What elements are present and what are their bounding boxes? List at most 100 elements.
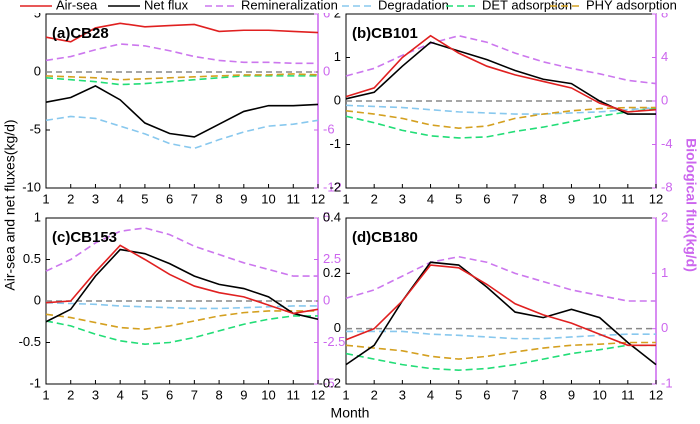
x-tick-label: 10 [592,191,606,206]
y-tick-label: -0.5 [19,334,41,349]
y2-axis-label: Biological flux(kg/d) [683,138,699,272]
y-tick-label: 0 [334,92,341,107]
x-tick-label: 3 [92,387,99,402]
y-tick-label: 0.4 [323,209,341,224]
series-line [45,227,318,277]
legend-label: PHY adsorption [586,0,677,12]
x-tick-label: 7 [191,191,198,206]
y-axis-label: Air-sea and net fluxes(kg/d) [2,119,18,290]
x-tick-label: 1 [342,191,349,206]
y2-tick-label: -2.5 [323,334,345,349]
x-tick-label: 6 [166,387,173,402]
y-tick-label: -1 [29,375,41,390]
y-tick-label: -5 [29,121,41,136]
panel-title: (a)CB28 [52,25,109,42]
series-line [45,75,318,86]
series-line [45,85,319,138]
y2-tick-label: 2.5 [323,251,341,266]
x-tick-label: 8 [215,387,222,402]
x-tick-label: 10 [592,387,606,402]
series-line [45,115,319,150]
x-tick-label: 8 [540,387,547,402]
x-tick-label: 1 [42,387,49,402]
panel-title: (b)CB101 [352,25,418,42]
x-tick-label: 3 [92,191,99,206]
x-tick-label: 8 [215,191,222,206]
y-tick-label: 0.5 [23,251,41,266]
x-tick-label: 10 [261,387,275,402]
y2-tick-label: -8 [661,179,673,194]
y-tick-label: -10 [22,179,41,194]
y-tick-label: 0 [34,292,41,307]
x-tick-label: 2 [67,387,74,402]
y2-tick-label: -4 [661,136,673,151]
series-line [45,310,318,331]
series-line [345,264,656,347]
y-tick-label: 0 [334,320,341,335]
series-line [346,330,656,340]
y2-tick-label: 1 [661,265,668,280]
x-tick-label: 9 [240,387,247,402]
x-tick-label: 7 [511,191,518,206]
y2-tick-label: 0 [323,63,330,78]
x-tick-label: 8 [540,191,547,206]
x-tick-label: 12 [311,387,325,402]
series-line [345,34,657,85]
y2-tick-label: -5 [323,375,335,390]
y2-tick-label: 0 [661,320,668,335]
y-tick-label: 0 [34,63,41,78]
x-tick-label: 12 [649,191,663,206]
x-tick-label: 9 [568,387,575,402]
x-tick-label: 6 [483,191,490,206]
y-tick-label: 0.2 [323,265,341,280]
y2-tick-label: 2 [661,209,668,224]
y2-tick-label: -12 [323,179,342,194]
series-line [345,341,656,360]
x-tick-label: 5 [455,387,462,402]
y2-tick-label: -6 [323,121,335,136]
series-line [45,43,318,65]
x-tick-label: 4 [117,387,124,402]
y2-tick-label: 0 [323,292,330,307]
panel-title: (c)CB153 [52,229,117,246]
series-line [345,255,656,302]
series-line [345,34,657,113]
series-line [45,73,319,81]
x-axis-label: Month [331,405,370,421]
y2-tick-label: -1 [661,375,673,390]
y-tick-label: 1 [334,49,341,64]
x-tick-label: 11 [621,387,635,402]
x-tick-label: 5 [141,387,148,402]
x-tick-label: 4 [427,387,434,402]
y-tick-label: -1 [329,136,341,151]
x-tick-label: 5 [141,191,148,206]
x-tick-label: 2 [67,191,74,206]
x-tick-label: 2 [371,191,378,206]
series-line [345,104,657,115]
x-tick-label: 11 [287,387,301,402]
series-line [45,248,319,323]
x-tick-label: 4 [117,191,124,206]
x-tick-label: 12 [649,387,663,402]
series-line [345,107,657,139]
legend-label: Remineralization [241,0,338,12]
x-tick-label: 11 [287,191,301,206]
x-tick-label: 11 [621,191,635,206]
series-line [345,344,656,371]
legend-label: Net flux [144,0,189,12]
x-tick-label: 7 [191,387,198,402]
legend-label: Air-sea [56,0,98,12]
x-tick-label: 1 [42,191,49,206]
series-line [45,244,319,315]
x-tick-label: 2 [371,387,378,402]
y2-tick-label: 4 [661,49,668,64]
series-line [45,22,319,43]
y2-tick-label: 5 [323,209,330,224]
series-line [345,261,657,366]
x-tick-label: 9 [240,191,247,206]
series-line [345,41,656,115]
x-tick-label: 7 [511,387,518,402]
x-tick-label: 6 [483,387,490,402]
x-tick-label: 5 [455,191,462,206]
